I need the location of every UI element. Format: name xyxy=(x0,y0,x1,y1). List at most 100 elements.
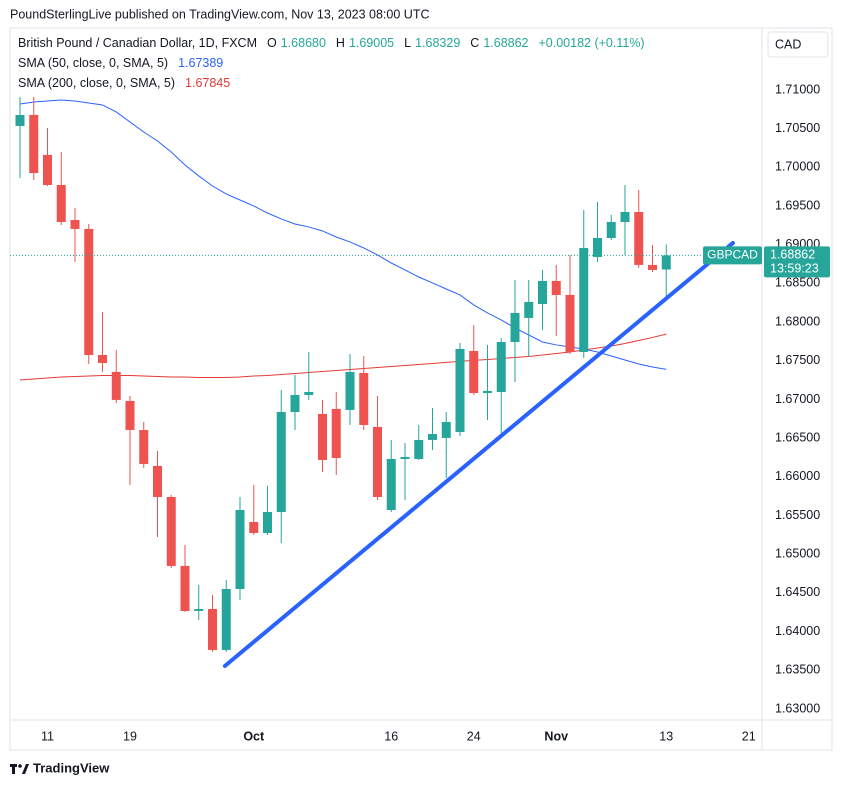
candle-body xyxy=(194,608,204,611)
candle-body xyxy=(139,429,149,464)
symbol-tag-label: GBPCAD xyxy=(707,248,758,262)
candle-body xyxy=(152,465,162,497)
currency-label: CAD xyxy=(775,37,801,51)
candle-body xyxy=(400,456,410,460)
legend-main: British Pound / Canadian Dollar, 1D, FXC… xyxy=(18,33,645,53)
y-tick-label: 1.68000 xyxy=(775,314,820,328)
candle-body xyxy=(592,238,602,257)
symbol-tag xyxy=(703,246,762,265)
y-tick-label: 1.64500 xyxy=(775,585,820,599)
candle-body xyxy=(386,459,396,510)
y-tick-label: 1.66500 xyxy=(775,430,820,444)
legend-overlay: SMA (200, close, 0, SMA, 5) 1.67845 xyxy=(18,73,645,93)
candle-body xyxy=(166,496,176,566)
candle-body xyxy=(290,395,300,412)
y-tick-label: 1.66000 xyxy=(775,469,820,483)
y-tick-label: 1.69500 xyxy=(775,198,820,212)
sma-line xyxy=(19,99,667,370)
candle-body xyxy=(111,371,121,400)
candle-body xyxy=(441,421,451,438)
currency-button[interactable] xyxy=(767,31,829,58)
x-tick-label: 24 xyxy=(467,729,481,743)
legend-key: C xyxy=(470,36,480,50)
legend-overlay-name: SMA (50, close, 0, SMA, 5) xyxy=(18,56,169,70)
candle-body xyxy=(180,565,190,611)
legend-value: 1.68329 xyxy=(415,36,461,50)
y-tick-label: 1.70500 xyxy=(775,121,820,135)
candle-body xyxy=(537,280,547,305)
x-tick-label: 13 xyxy=(659,729,673,743)
footer-brand: TradingView xyxy=(33,760,110,775)
x-tick-label: 11 xyxy=(41,729,54,743)
candle-body xyxy=(317,413,327,461)
candle-body xyxy=(359,372,369,425)
candle-body xyxy=(469,350,479,393)
y-tick-label: 1.67000 xyxy=(775,392,820,406)
candle-body xyxy=(221,588,231,650)
candle-body xyxy=(84,228,94,356)
candle-body xyxy=(207,608,217,650)
legend-overlay-value: 1.67389 xyxy=(178,56,224,70)
candle-body xyxy=(579,247,589,352)
legend-key: H xyxy=(335,36,345,50)
candle-body xyxy=(427,434,437,440)
y-tick-label: 1.65500 xyxy=(775,508,820,522)
candle-body xyxy=(235,509,245,589)
legend-title: British Pound / Canadian Dollar, 1D, FXC… xyxy=(18,36,257,50)
x-tick-label: Nov xyxy=(544,729,568,743)
frame xyxy=(9,27,833,751)
candle-body xyxy=(496,342,506,392)
header: PoundSterlingLive published on TradingVi… xyxy=(10,7,429,21)
y-tick-label: 1.67500 xyxy=(775,353,820,367)
last-price-label: 1.68862 xyxy=(770,248,815,262)
legend-value: 1.68862 xyxy=(483,36,529,50)
candle-body xyxy=(565,294,575,352)
candle-body xyxy=(661,255,671,270)
x-tick-label: Oct xyxy=(243,729,265,743)
candle-body xyxy=(97,355,107,363)
candle-body xyxy=(70,219,80,229)
candle-body xyxy=(634,212,644,265)
y-tick-label: 1.63500 xyxy=(775,663,820,677)
candle-body xyxy=(345,371,355,410)
candle-body xyxy=(262,512,272,533)
candle-body xyxy=(56,185,66,222)
x-tick-label: 19 xyxy=(123,729,137,743)
candle-body xyxy=(510,312,520,343)
legend-overlay: SMA (50, close, 0, SMA, 5) 1.67389 xyxy=(18,53,645,73)
x-tick-label: 16 xyxy=(384,729,398,743)
legend-value: 1.68680 xyxy=(280,36,326,50)
y-tick-label: 1.63000 xyxy=(775,701,820,715)
candle-body xyxy=(125,400,135,430)
y-tick-label: 1.64000 xyxy=(775,624,820,638)
candle-body xyxy=(455,348,465,432)
legend-key: O xyxy=(267,36,277,50)
legend-overlay-value: 1.67845 xyxy=(185,76,231,90)
candle-body xyxy=(331,408,341,458)
y-tick-label: 1.71000 xyxy=(775,82,820,96)
plot-area xyxy=(15,96,735,668)
candle-body xyxy=(304,391,314,396)
candle-body xyxy=(647,264,657,270)
x-tick-label: 21 xyxy=(742,729,756,743)
candle-body xyxy=(276,411,286,513)
candle-body xyxy=(620,212,630,222)
legend-overlay-name: SMA (200, close, 0, SMA, 5) xyxy=(18,76,176,90)
candle-body xyxy=(29,114,39,174)
y-tick-label: 1.68500 xyxy=(775,276,820,290)
candle-body xyxy=(372,426,382,497)
candle-body xyxy=(42,154,52,186)
candle-body xyxy=(249,521,259,533)
legend-key: L xyxy=(404,36,412,50)
candle-body xyxy=(15,114,25,126)
candle-body xyxy=(606,221,616,239)
legend-change: +0.00182 (+0.11%) xyxy=(538,36,645,50)
legend: British Pound / Canadian Dollar, 1D, FXC… xyxy=(18,33,645,93)
footer-logo xyxy=(10,764,29,774)
trend-line xyxy=(222,240,735,668)
legend-value: 1.69005 xyxy=(348,36,395,50)
candle-body xyxy=(414,439,424,460)
candle-body xyxy=(551,280,561,295)
